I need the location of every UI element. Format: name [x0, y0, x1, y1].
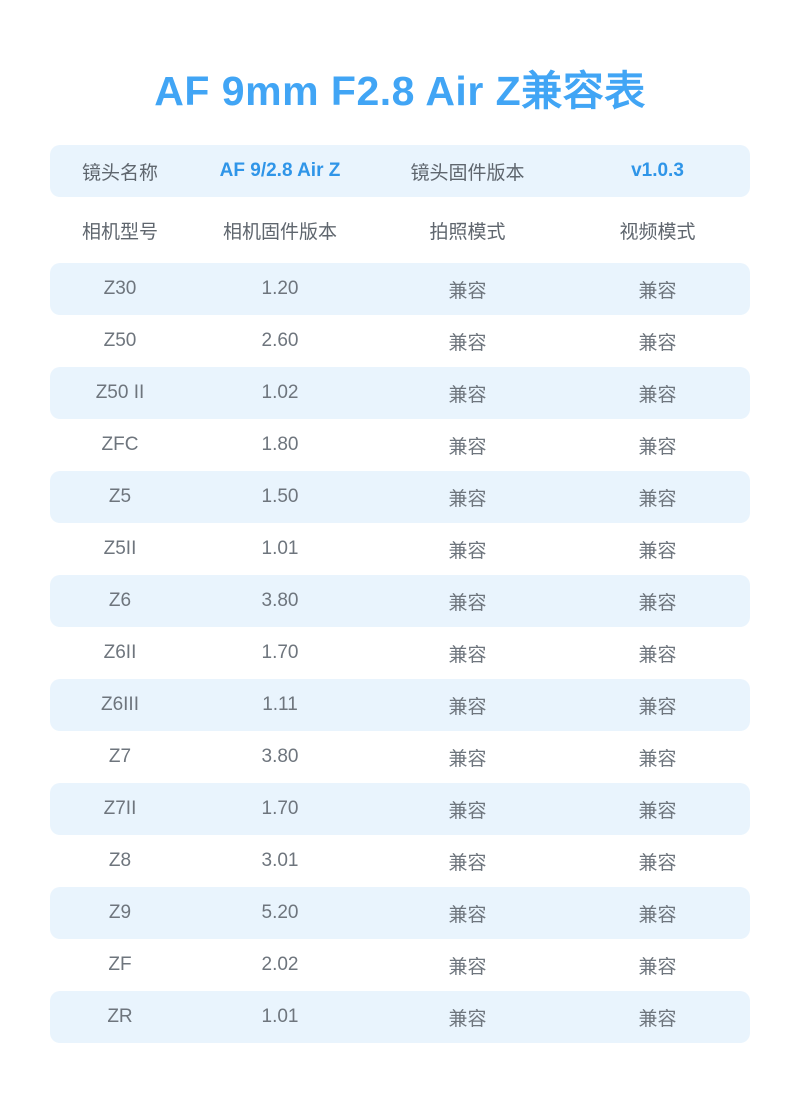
table-row: Z6 3.80 兼容 兼容	[50, 575, 750, 627]
cell-video-mode: 兼容	[638, 696, 677, 718]
cell-photo-mode: 兼容	[448, 800, 487, 822]
cell-camera-model: Z7	[108, 746, 132, 767]
cell-camera-firmware: 3.80	[261, 590, 299, 611]
lens-firmware-label-cell: 镜头固件版本	[370, 145, 565, 197]
lens-firmware-value: v1.0.3	[631, 160, 684, 181]
lens-name-value: AF 9/2.8 Air Z	[219, 160, 341, 181]
table-row: ZF 2.02 兼容 兼容	[50, 939, 750, 991]
table-row: ZFC 1.80 兼容 兼容	[50, 419, 750, 471]
column-header-camera-firmware: 相机固件版本	[222, 221, 337, 243]
cell-photo-mode: 兼容	[448, 956, 487, 978]
cell-photo-mode: 兼容	[448, 1008, 487, 1030]
cell-video-mode: 兼容	[638, 1008, 677, 1030]
cell-photo-mode: 兼容	[448, 540, 487, 562]
cell-video-mode: 兼容	[638, 644, 677, 666]
cell-photo-mode: 兼容	[448, 488, 487, 510]
cell-photo-mode: 兼容	[448, 696, 487, 718]
cell-photo-mode: 兼容	[448, 852, 487, 874]
cell-video-mode: 兼容	[638, 384, 677, 406]
lens-name-value-cell: AF 9/2.8 Air Z	[190, 145, 370, 197]
table-row: Z50 II 1.02 兼容 兼容	[50, 367, 750, 419]
cell-camera-model: Z6II	[103, 642, 137, 663]
cell-photo-mode: 兼容	[448, 436, 487, 458]
cell-camera-firmware: 1.01	[261, 1006, 299, 1027]
table-row: Z7 3.80 兼容 兼容	[50, 731, 750, 783]
lens-firmware-value-cell: v1.0.3	[565, 145, 750, 197]
cell-camera-firmware: 2.02	[261, 954, 299, 975]
lens-firmware-label: 镜头固件版本	[410, 162, 525, 184]
cell-video-mode: 兼容	[638, 748, 677, 770]
compatibility-table: 相机型号 相机固件版本 拍照模式 视频模式 Z30 1.20 兼容 兼容 Z50 2.60…	[50, 197, 750, 1043]
lens-info-bar: 镜头名称 AF 9/2.8 Air Z 镜头固件版本 v1.0.3	[50, 145, 750, 197]
table-row: Z6II 1.70 兼容 兼容	[50, 627, 750, 679]
cell-camera-model: Z50 II	[95, 382, 145, 403]
cell-camera-firmware: 1.70	[261, 642, 299, 663]
cell-camera-model: Z6	[108, 590, 132, 611]
cell-camera-model: ZR	[107, 1006, 133, 1027]
table-row: Z8 3.01 兼容 兼容	[50, 835, 750, 887]
cell-photo-mode: 兼容	[448, 592, 487, 614]
cell-camera-model: Z5II	[103, 538, 137, 559]
cell-video-mode: 兼容	[638, 852, 677, 874]
cell-camera-firmware: 1.80	[261, 434, 299, 455]
cell-camera-model: ZFC	[101, 434, 139, 455]
column-header-video-mode: 视频模式	[619, 221, 696, 243]
cell-camera-model: Z5	[108, 486, 132, 507]
table-row: Z5 1.50 兼容 兼容	[50, 471, 750, 523]
cell-camera-model: ZF	[108, 954, 132, 975]
cell-camera-firmware: 1.70	[261, 798, 299, 819]
table-row: Z5II 1.01 兼容 兼容	[50, 523, 750, 575]
cell-camera-firmware: 1.01	[261, 538, 299, 559]
cell-camera-model: Z50	[103, 330, 137, 351]
cell-camera-model: Z7II	[103, 798, 137, 819]
cell-video-mode: 兼容	[638, 332, 677, 354]
cell-photo-mode: 兼容	[448, 904, 487, 926]
column-header-camera-model: 相机型号	[81, 221, 158, 243]
cell-photo-mode: 兼容	[448, 748, 487, 770]
cell-camera-firmware: 1.50	[261, 486, 299, 507]
table-row: ZR 1.01 兼容 兼容	[50, 991, 750, 1043]
column-header-photo-mode: 拍照模式	[429, 221, 506, 243]
table-row: Z9 5.20 兼容 兼容	[50, 887, 750, 939]
table-row: Z30 1.20 兼容 兼容	[50, 263, 750, 315]
cell-video-mode: 兼容	[638, 956, 677, 978]
cell-camera-firmware: 1.02	[261, 382, 299, 403]
cell-video-mode: 兼容	[638, 488, 677, 510]
cell-video-mode: 兼容	[638, 592, 677, 614]
cell-camera-model: Z6III	[100, 694, 139, 715]
cell-camera-model: Z9	[108, 902, 132, 923]
cell-photo-mode: 兼容	[448, 384, 487, 406]
cell-video-mode: 兼容	[638, 436, 677, 458]
cell-camera-firmware: 3.80	[261, 746, 299, 767]
cell-video-mode: 兼容	[638, 280, 677, 302]
cell-photo-mode: 兼容	[448, 280, 487, 302]
table-row: Z7II 1.70 兼容 兼容	[50, 783, 750, 835]
table-row: Z50 2.60 兼容 兼容	[50, 315, 750, 367]
cell-video-mode: 兼容	[638, 540, 677, 562]
lens-name-label-cell: 镜头名称	[50, 145, 190, 197]
table-body: Z30 1.20 兼容 兼容 Z50 2.60 兼容 兼容 Z50 II 1.02 兼容 兼容 ZFC 1…	[50, 263, 750, 1043]
cell-camera-model: Z30	[103, 278, 137, 299]
cell-camera-firmware: 1.11	[262, 694, 298, 715]
cell-camera-firmware: 1.20	[261, 278, 299, 299]
lens-name-label: 镜头名称	[81, 162, 158, 184]
cell-camera-firmware: 2.60	[261, 330, 299, 351]
cell-photo-mode: 兼容	[448, 332, 487, 354]
cell-photo-mode: 兼容	[448, 644, 487, 666]
table-header-row: 相机型号 相机固件版本 拍照模式 视频模式	[50, 197, 750, 263]
cell-camera-firmware: 3.01	[261, 850, 299, 871]
cell-camera-model: Z8	[108, 850, 132, 871]
cell-camera-firmware: 5.20	[261, 902, 299, 923]
table-row: Z6III 1.11 兼容 兼容	[50, 679, 750, 731]
page-title: AF 9mm F2.8 Air Z兼容表	[154, 68, 646, 114]
cell-video-mode: 兼容	[638, 800, 677, 822]
cell-video-mode: 兼容	[638, 904, 677, 926]
